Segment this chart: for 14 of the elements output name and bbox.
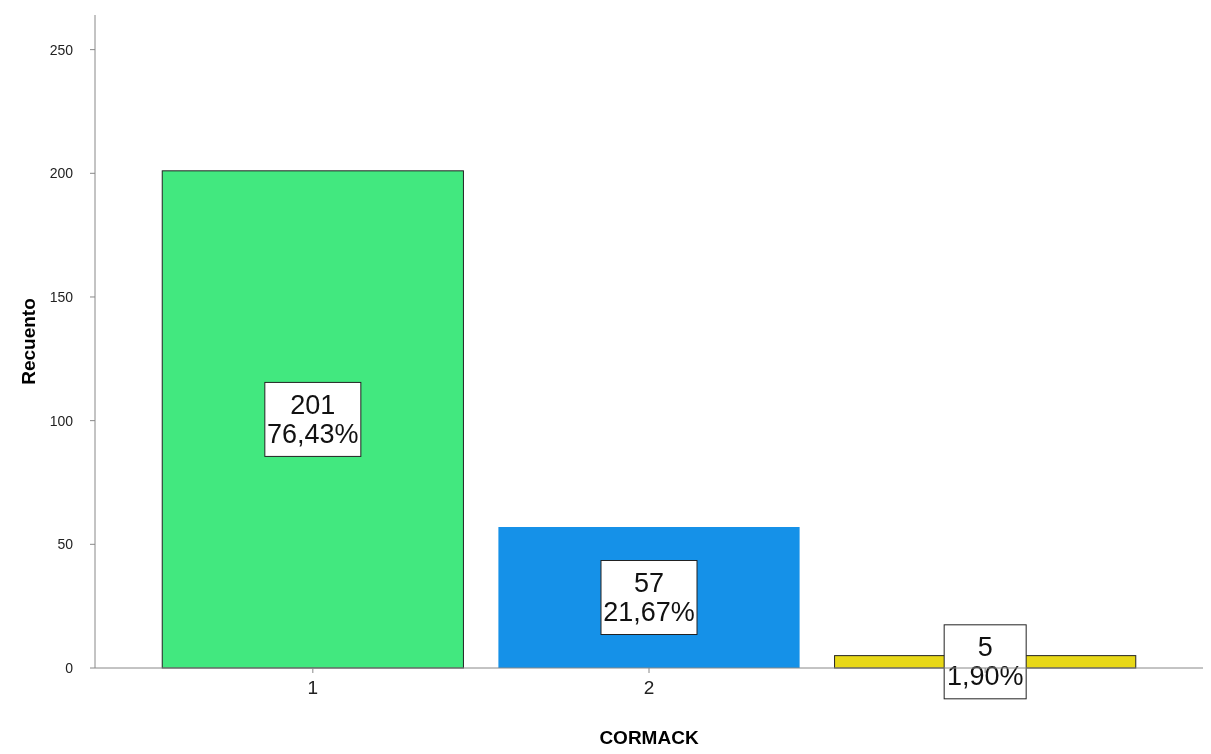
y-axis-title: Recuento [18, 298, 39, 385]
y-tick-label: 200 [49, 165, 74, 182]
x-tick-label: 2 [643, 677, 655, 698]
bar [161, 170, 464, 669]
data-label: 201 76,43% [267, 389, 359, 449]
y-tick-label: 250 [49, 41, 74, 58]
data-label: 57 21,67% [603, 568, 695, 628]
data-label: 5 1,90% [946, 632, 1024, 692]
x-axis-title: CORMACK [599, 727, 699, 748]
y-tick-label: 100 [49, 412, 74, 429]
y-tick-label: 0 [65, 660, 74, 676]
x-tick-label: 1 [307, 677, 319, 698]
y-tick-label: 150 [49, 288, 74, 305]
y-tick-label: 50 [57, 536, 74, 553]
